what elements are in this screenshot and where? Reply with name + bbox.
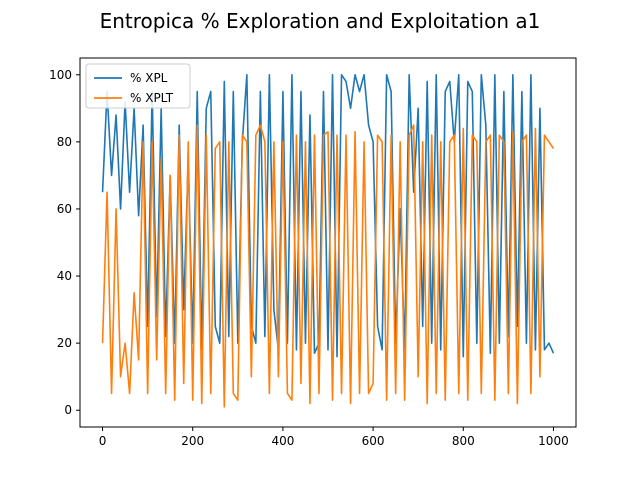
series-line-xplt	[101, 124, 555, 408]
y-tick-label: 0	[64, 403, 72, 417]
series-line-xpl	[101, 73, 555, 358]
legend-box	[85, 63, 191, 109]
chart-title: Entropica % Exploration and Exploitation…	[100, 9, 541, 33]
x-axis: 0 200 400 600 800 1000	[99, 427, 569, 448]
legend: % XPL % XPLT	[85, 63, 191, 109]
x-tick-label: 800	[452, 434, 475, 448]
plot-frame	[79, 57, 577, 428]
legend-label: % XPL	[130, 71, 168, 85]
legend-label: % XPLT	[130, 91, 174, 105]
x-tick-label: 0	[99, 434, 107, 448]
y-axis: 0 20 40 60 80 100	[49, 68, 80, 417]
x-tick-label: 600	[362, 434, 385, 448]
y-tick-label: 40	[57, 269, 72, 283]
y-tick-label: 60	[57, 202, 72, 216]
y-tick-label: 80	[57, 135, 72, 149]
y-tick-label: 100	[49, 68, 72, 82]
x-tick-label: 400	[271, 434, 294, 448]
x-tick-label: 1000	[538, 434, 569, 448]
x-tick-label: 200	[181, 434, 204, 448]
y-tick-label: 20	[57, 336, 72, 350]
series-layer	[101, 73, 555, 408]
